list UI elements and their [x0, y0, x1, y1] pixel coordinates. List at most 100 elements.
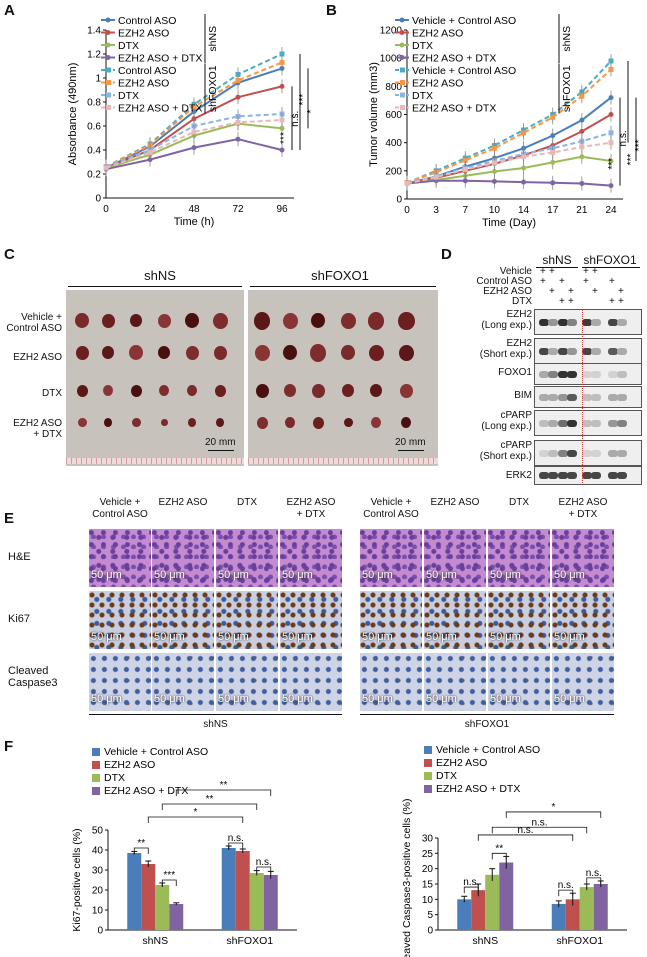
blot-band [591, 449, 601, 457]
histo-group-line [360, 714, 614, 715]
data-point [608, 140, 614, 146]
blot-band [591, 318, 601, 326]
tumor [102, 346, 114, 360]
blot-band [558, 449, 568, 457]
tumor [101, 313, 115, 328]
histo-group-line [89, 714, 342, 715]
blot-condition-mark: + [583, 266, 589, 277]
tumor [341, 345, 355, 361]
tumor [103, 385, 113, 396]
bar [127, 853, 142, 930]
blot-band [567, 347, 577, 355]
blot-band [567, 370, 577, 378]
legend-marker [105, 42, 111, 48]
tumor [187, 385, 197, 396]
x-tick-label: shFOXO1 [556, 935, 603, 947]
data-point [279, 117, 285, 123]
blot-row-label: FOXO1 [498, 367, 532, 378]
histo-tile: 50 μm [488, 653, 550, 711]
blot-condition-mark: + [540, 266, 546, 277]
legend-label: EZH2 ASO + DTX [436, 783, 520, 795]
sig-label: * [194, 807, 198, 818]
legend-label: Control ASO [118, 15, 176, 27]
legend-group-shfoxo1: shFOXO1 [561, 65, 573, 112]
y-tick-label: 20 [92, 886, 104, 897]
y-tick-label: 1000 [380, 54, 403, 65]
y-axis-label: Absorbance (490nm) [67, 63, 79, 166]
y-tick-label: 1.2 [87, 50, 101, 61]
sig-label: ** [206, 794, 214, 805]
sig-bracket [256, 866, 272, 873]
blot-condition-mark: + [540, 276, 546, 287]
histo-tile: 50 μm [216, 529, 278, 587]
legend-label: EZH2 ASO [118, 78, 169, 90]
histo-scale-label: 50 μm [282, 631, 313, 643]
data-point [608, 58, 614, 64]
x-tick-label: 24 [144, 204, 156, 215]
blot-band [617, 449, 627, 457]
bar [169, 904, 184, 930]
legend-marker [399, 17, 405, 23]
x-tick-label: shFOXO1 [226, 935, 273, 947]
data-point [491, 178, 497, 184]
blot-band [558, 419, 568, 427]
tumor [368, 312, 384, 330]
blot-row-label: ERK2 [505, 470, 532, 481]
y-tick-label: 400 [385, 138, 402, 149]
blot-band [558, 347, 568, 355]
legend-label: DTX [104, 772, 125, 784]
data-point [579, 117, 585, 123]
sig-bracket [463, 886, 479, 894]
data-point [235, 136, 241, 142]
histo-column-label: DTX [509, 497, 529, 508]
histo-row-label: Ki67 [8, 613, 31, 625]
tumor [185, 345, 199, 360]
blot-band [558, 370, 568, 378]
histo-scale-label: 50 μm [91, 693, 122, 705]
y-axis-label: Cleaved Caspase3-positive cells (%) [401, 799, 413, 957]
histo-scale-label: 50 μm [554, 569, 585, 581]
histo-scale-label: 50 μm [218, 631, 249, 643]
data-point [521, 165, 527, 171]
histo-column-label: EZH2 ASO [158, 497, 208, 508]
tumor [75, 313, 89, 329]
histo-tile: 50 μm [152, 529, 214, 587]
legend-marker [400, 80, 405, 85]
blot-condition-mark: + [549, 266, 555, 277]
sig-label: *** [298, 94, 309, 106]
data-point [235, 77, 241, 83]
tumor [75, 345, 89, 360]
sig-bracket [133, 847, 149, 854]
scale-bar-text: 20 mm [205, 437, 236, 448]
histo-column-label: EZH2 ASO + DTX [558, 497, 608, 520]
x-axis-label: Time (h) [174, 216, 215, 228]
sig-bracket [228, 842, 244, 849]
y-tick-label: 0 [97, 926, 103, 937]
tumor [185, 313, 199, 329]
legend-marker [105, 55, 111, 60]
y-tick-label: 10 [92, 906, 104, 917]
x-tick-label: 14 [518, 205, 530, 216]
sig-label: * [306, 110, 317, 114]
blot-band [539, 393, 549, 401]
y-tick-label: 0.4 [87, 146, 101, 157]
legend-label: EZH2 ASO [436, 757, 487, 769]
data-point [579, 144, 585, 150]
legend-marker [399, 55, 405, 60]
y-tick-label: 0.2 [87, 170, 101, 181]
legend-marker [105, 30, 111, 35]
tumor [311, 313, 325, 329]
histo-tile: 50 μm [89, 529, 151, 587]
tumor [77, 417, 87, 428]
photo-row-label: EZH2 ASO [13, 352, 62, 363]
data-point [608, 95, 614, 101]
blot-band [617, 370, 627, 378]
blot-condition-mark: + [559, 296, 565, 307]
data-point [279, 51, 285, 57]
blot-strip [534, 309, 642, 335]
blot-band [539, 449, 549, 457]
tumor [310, 344, 326, 362]
x-tick-label: 10 [489, 205, 501, 216]
histo-tile: 50 μm [280, 529, 342, 587]
histo-tile: 50 μm [89, 591, 151, 649]
